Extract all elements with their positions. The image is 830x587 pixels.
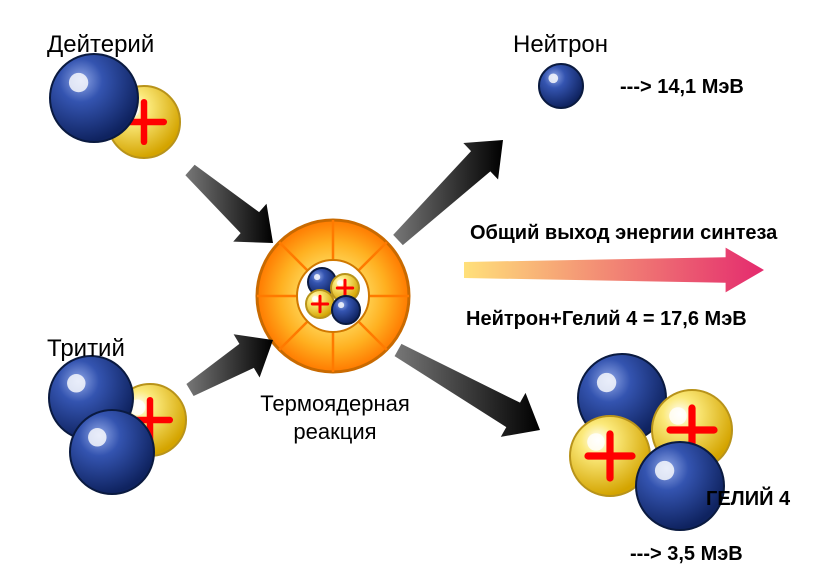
label-total-energy-2: Нейтрон+Гелий 4 = 17,6 МэВ (466, 308, 747, 331)
arrow-tritium-in (186, 334, 273, 396)
arrow-deuterium-in (185, 165, 273, 243)
label-fusion-reaction: Термоядернаяреакция (245, 390, 425, 445)
label-helium4: ГЕЛИЙ 4 (706, 488, 790, 511)
fusion-core-neutron (332, 296, 360, 324)
helium4-neutron (636, 442, 724, 530)
label-helium4-energy: ---> 3,5 МэВ (630, 543, 743, 566)
label-total-energy-1: Общий выход энергии синтеза (470, 222, 777, 245)
energy-arrow (464, 248, 764, 293)
free-neutron-neutron (539, 64, 583, 108)
deuterium-neutron (50, 54, 138, 142)
label-neutron-energy: ---> 14,1 МэВ (620, 76, 744, 99)
tritium-neutron (70, 410, 154, 494)
label-deuterium: Дейтерий (47, 31, 154, 59)
label-tritium: Тритий (47, 335, 125, 363)
label-neutron: Нейтрон (513, 31, 608, 59)
